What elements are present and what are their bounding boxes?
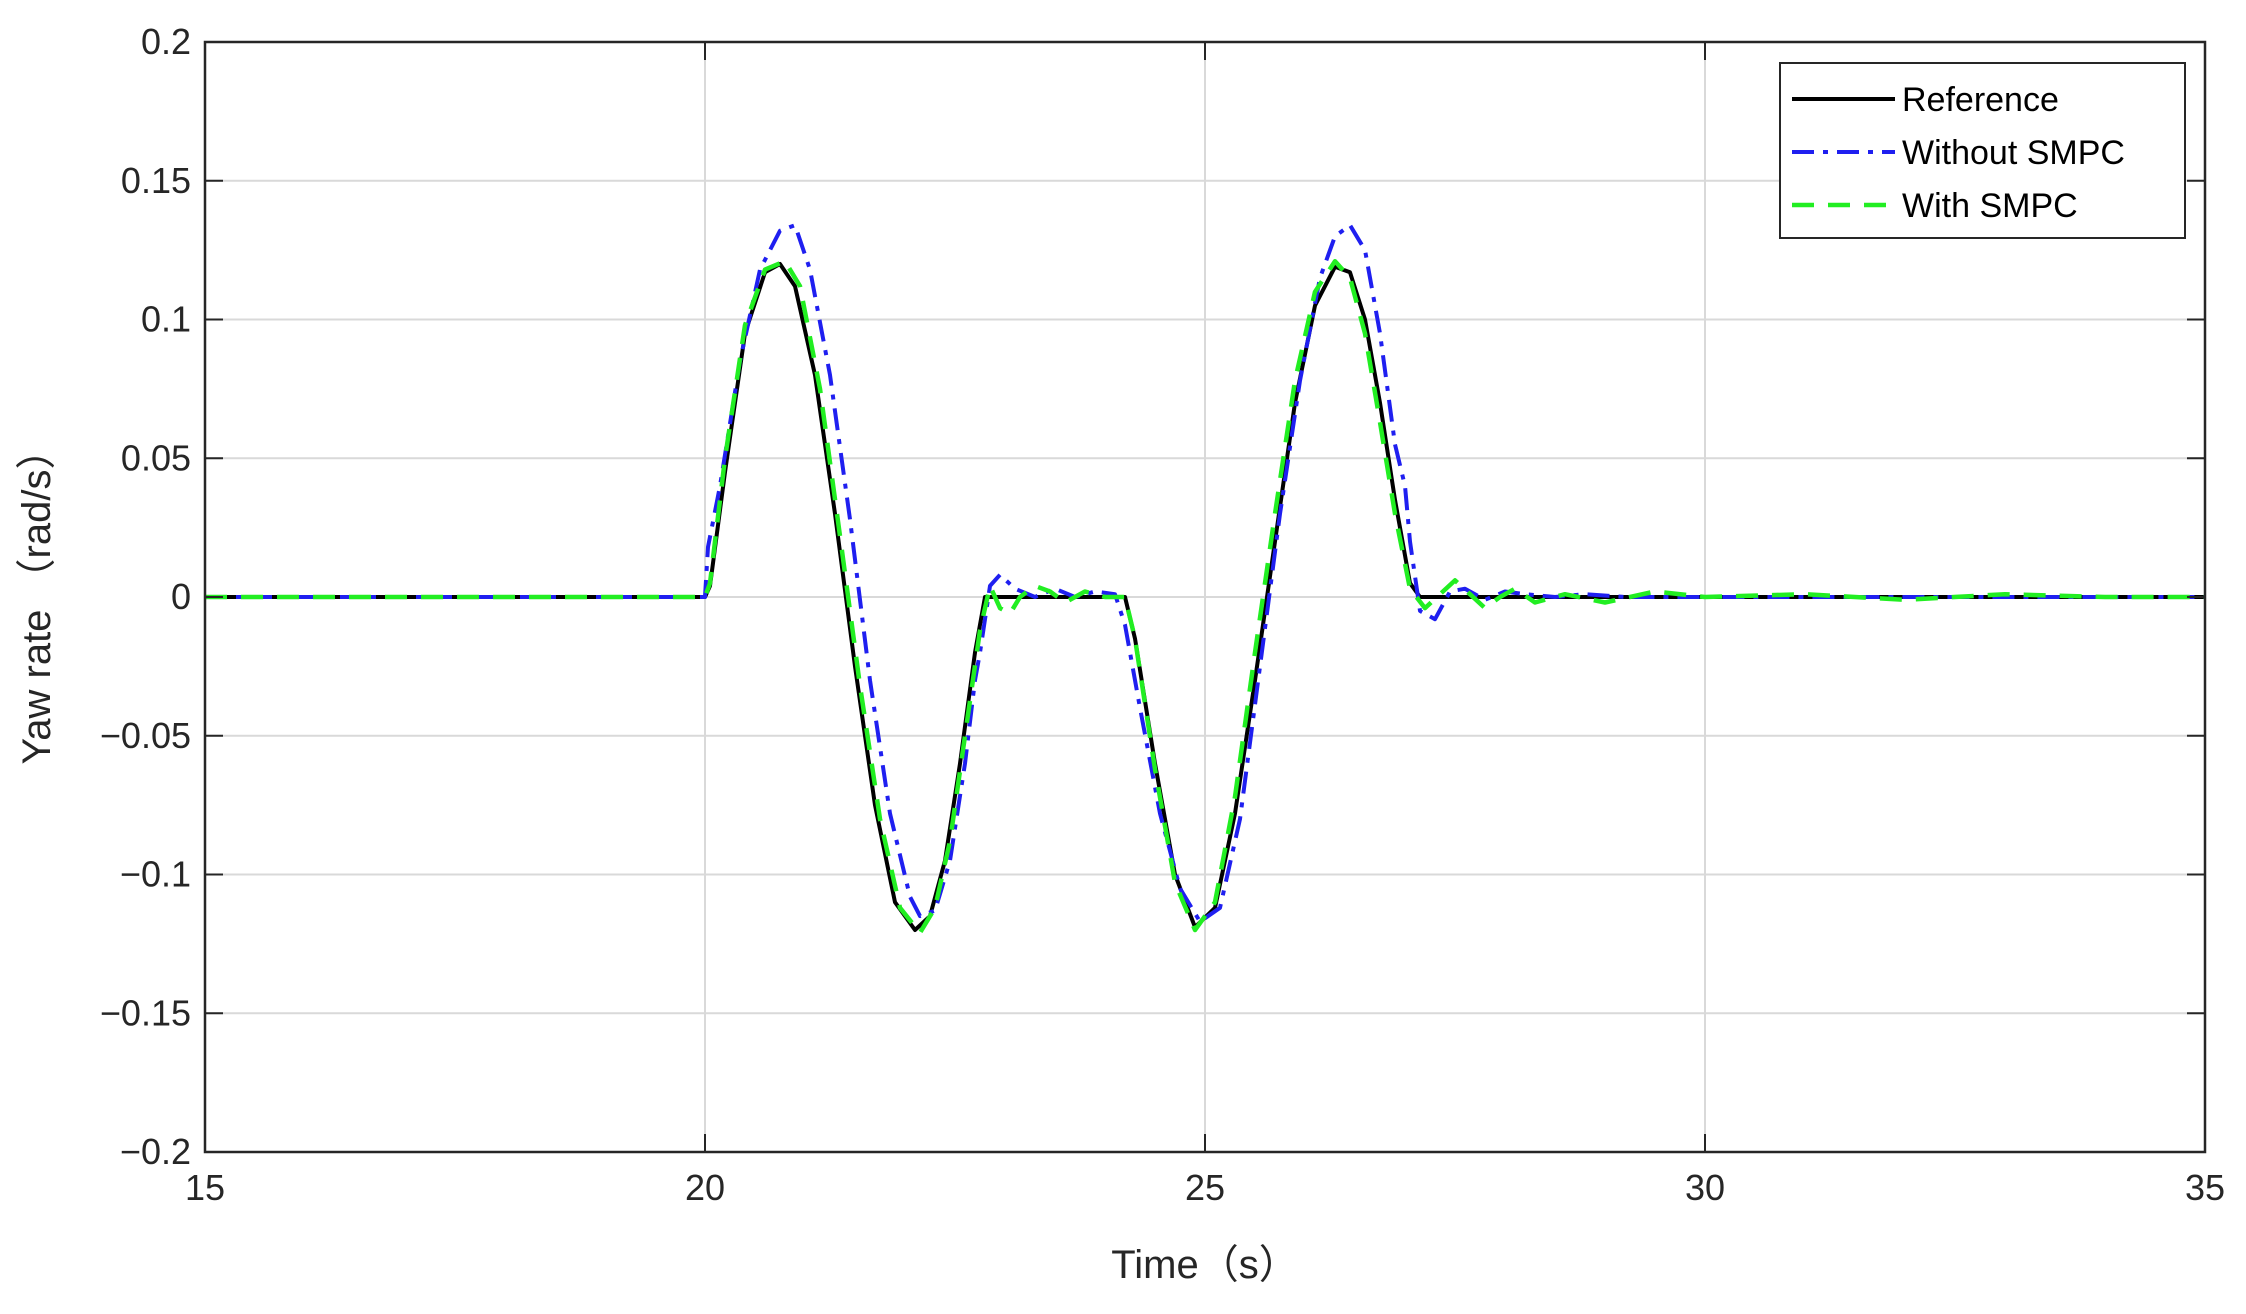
x-tick-label: 20 (685, 1167, 725, 1208)
y-tick-label: −0.1 (120, 854, 191, 895)
y-tick-label: 0.2 (141, 21, 191, 62)
y-tick-label: −0.2 (120, 1131, 191, 1172)
y-tick-label: −0.15 (100, 992, 191, 1033)
legend-box (1779, 62, 2186, 239)
y-tick-labels: −0.2 −0.15 −0.1 −0.05 0 0.05 0.1 0.15 0.2 (100, 21, 191, 1172)
y-tick-label: 0.05 (121, 437, 191, 478)
x-tick-label: 25 (1185, 1167, 1225, 1208)
y-axis-label: Yaw rate （rad/s） (15, 430, 59, 765)
x-axis-label: Time（s） (1111, 1243, 1298, 1287)
series-group (205, 223, 2205, 936)
tick-marks (204, 41, 2206, 1153)
y-tick-label: −0.05 (100, 715, 191, 756)
legend: Reference Without SMPC With SMPC (1779, 62, 2186, 239)
y-tick-label: 0.1 (141, 299, 191, 340)
x-tick-labels: 15 20 25 30 35 (185, 1167, 2225, 1208)
x-tick-label: 15 (185, 1167, 225, 1208)
legend-label: Reference (1902, 81, 2059, 119)
x-tick-label: 30 (1685, 1167, 1725, 1208)
y-tick-label: 0 (171, 576, 191, 617)
x-tick-label: 35 (2185, 1167, 2225, 1208)
y-tick-label: 0.15 (121, 160, 191, 201)
legend-label: With SMPC (1902, 187, 2078, 225)
legend-label: Without SMPC (1902, 134, 2125, 172)
series-line-without-smpc (205, 223, 2205, 924)
